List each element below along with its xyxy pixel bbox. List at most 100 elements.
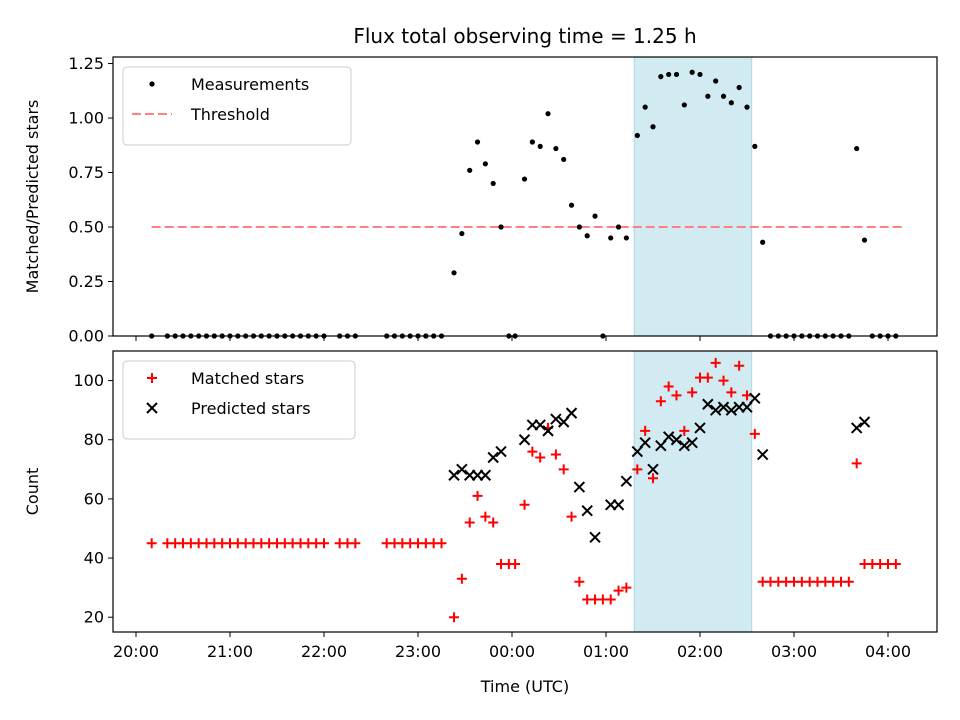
measurement-point <box>658 74 664 80</box>
matched-star-point <box>574 576 585 587</box>
matched-star-point <box>648 473 658 484</box>
measurement-point <box>561 156 567 163</box>
measurement-point <box>697 71 703 78</box>
predicted-star-point <box>479 469 492 481</box>
measurement-point <box>744 104 750 110</box>
predicted-star-point <box>487 451 499 464</box>
predicted-star-point <box>534 419 546 431</box>
y-axis-title: Matched/Predicted stars <box>23 100 42 294</box>
predicted-star-point <box>631 445 644 458</box>
predicted-star-point <box>550 413 562 425</box>
measurement-point <box>854 145 860 152</box>
measurement-point <box>615 224 622 230</box>
predicted-star-point <box>717 401 730 413</box>
predicted-star-point <box>518 434 531 446</box>
y-tick-label: 0.75 <box>68 163 104 182</box>
x-tick-label: 01:00 <box>583 642 629 661</box>
matched-star-point <box>527 446 538 457</box>
measurement-point <box>498 224 504 230</box>
predicted-star-point <box>647 463 659 476</box>
x-tick-label: 02:00 <box>677 642 723 661</box>
measurement-point <box>568 202 575 208</box>
matched-star-point <box>687 387 698 398</box>
measurement-point <box>482 161 488 167</box>
measurement-point <box>537 143 543 149</box>
matched-star-point <box>710 357 721 368</box>
predicted-star-point <box>655 439 667 452</box>
legend-label: Measurements <box>191 75 309 94</box>
matched-star-point <box>640 425 651 436</box>
predicted-star-point <box>581 505 593 517</box>
predicted-star-point <box>694 422 706 434</box>
chart-title: Flux total observing time = 1.25 h <box>353 24 696 48</box>
y-tick-label: 0.25 <box>68 272 104 291</box>
matched-star-point <box>655 396 666 407</box>
measurement-point <box>592 213 598 219</box>
x-tick-label: 20:00 <box>113 642 159 661</box>
measurement-point <box>584 233 590 239</box>
measurement-point <box>490 180 496 187</box>
x-tick-label: 03:00 <box>771 642 817 661</box>
measurement-point <box>752 143 758 149</box>
measurement-point <box>521 176 528 182</box>
matched-star-point <box>510 558 521 569</box>
matched-star-point <box>449 612 460 623</box>
matched-star-point <box>550 449 561 460</box>
predicted-star-point <box>850 422 863 434</box>
matched-star-point <box>742 390 752 401</box>
measurement-point <box>689 69 695 75</box>
y-tick-label: 20 <box>84 608 104 627</box>
matched-star-point <box>613 585 624 596</box>
axes-frame <box>112 350 938 633</box>
y-tick-label: 80 <box>84 430 104 449</box>
x-tick-label: 00:00 <box>489 642 535 661</box>
measurement-point <box>760 239 766 245</box>
matched-star-point <box>519 499 530 510</box>
measurement-point <box>861 237 868 243</box>
predicted-star-point <box>686 436 698 449</box>
legend-box <box>122 360 356 440</box>
matched-star-point <box>632 464 643 475</box>
measurement-point <box>623 235 629 241</box>
matched-star-point <box>663 381 674 392</box>
predicted-star-point <box>662 431 675 443</box>
predicted-star-point <box>756 448 769 461</box>
matched-star-point <box>558 464 569 475</box>
y-tick-label: 60 <box>84 489 104 508</box>
y-tick-label: 0.00 <box>68 327 104 346</box>
measurement-point <box>650 124 656 130</box>
predicted-star-point <box>612 499 625 511</box>
measurement-point <box>713 78 719 84</box>
predicted-star-point <box>495 445 507 458</box>
matched-star-point <box>843 576 854 587</box>
legend-label: Matched stars <box>191 369 304 388</box>
x-tick-label: 23:00 <box>395 642 441 661</box>
measurement-point <box>451 270 457 276</box>
observing-window-band <box>633 350 753 633</box>
predicted-star-point <box>725 404 738 416</box>
predicted-star-point <box>542 425 554 437</box>
matched-star-point <box>679 425 690 436</box>
observing-window-band <box>633 56 753 337</box>
matched-star-point <box>488 517 499 528</box>
predicted-star-point <box>749 392 761 405</box>
predicted-star-point <box>456 463 468 476</box>
measurement-point <box>529 139 535 145</box>
y-tick-label: 0.50 <box>68 218 104 237</box>
measurement-point <box>673 71 680 78</box>
ratio-panel: 0.00 0.25 0.50 0.75 1.00 1.25 Matched/Predicte… <box>23 54 938 346</box>
legend-label: Predicted stars <box>191 399 311 418</box>
matched-star-point <box>472 490 483 501</box>
predicted-star-point <box>448 469 460 481</box>
predicted-star-point <box>741 401 753 413</box>
x-tick-label: 21:00 <box>207 642 253 661</box>
matched-star-point <box>146 538 157 549</box>
measurement-point <box>642 104 648 110</box>
matched-star-point <box>726 387 737 398</box>
matched-star-point <box>671 390 682 401</box>
matched-star-point <box>456 573 467 584</box>
measurement-point <box>666 71 672 78</box>
predicted-star-point <box>565 407 578 419</box>
matched-star-point <box>566 511 577 522</box>
